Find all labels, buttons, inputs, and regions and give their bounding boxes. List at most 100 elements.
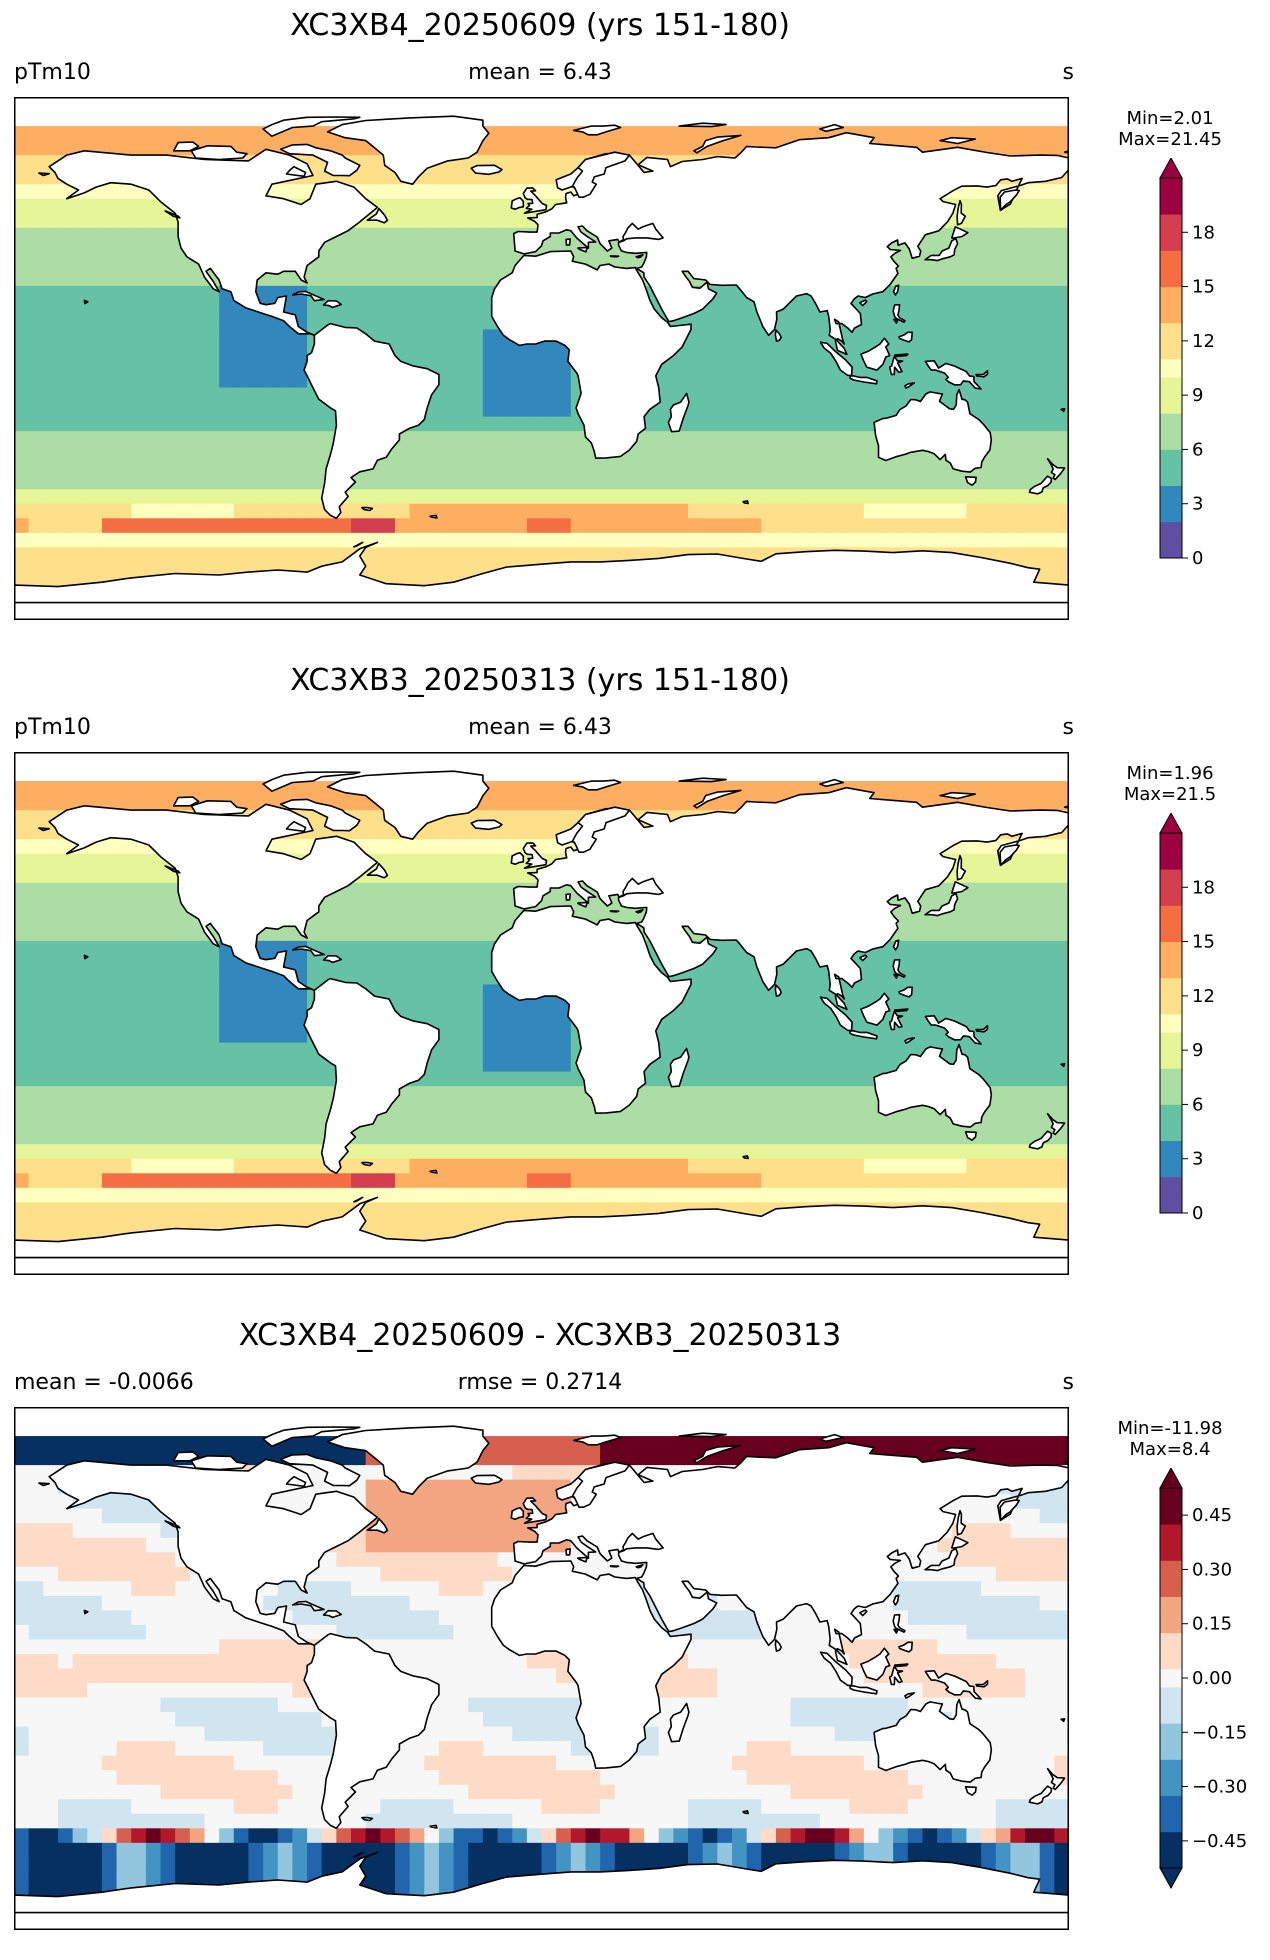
ocean-cell <box>424 941 439 956</box>
ocean-cell <box>190 402 205 417</box>
ocean-cell <box>835 1043 850 1058</box>
ocean-cell <box>556 417 571 432</box>
ocean-cell <box>43 475 58 490</box>
ocean-cell <box>410 213 425 228</box>
ocean-cell <box>512 126 527 141</box>
ocean-cell <box>512 1173 527 1188</box>
ocean-cell <box>776 970 791 985</box>
ocean-cell <box>1010 373 1025 388</box>
ocean-cell <box>410 941 425 956</box>
ocean-cell <box>351 1159 366 1174</box>
ocean-cell <box>879 1436 894 1451</box>
ocean-cell <box>468 1086 483 1101</box>
ocean-cell <box>542 999 557 1014</box>
ocean-cell <box>849 1101 864 1116</box>
ocean-cell <box>835 1115 850 1130</box>
ocean-cell <box>424 825 439 840</box>
ocean-cell <box>1054 1451 1069 1466</box>
ocean-cell <box>131 912 146 927</box>
ocean-cell <box>380 1115 395 1130</box>
ocean-cell <box>73 402 88 417</box>
ocean-cell <box>966 315 981 330</box>
ocean-cell <box>585 547 600 562</box>
ocean-cell <box>688 1144 703 1159</box>
ocean-cell <box>893 781 908 796</box>
ocean-cell <box>922 489 937 504</box>
ocean-cell <box>761 402 776 417</box>
ocean-cell <box>600 1173 615 1188</box>
ocean-cell <box>849 475 864 490</box>
ocean-cell <box>424 912 439 927</box>
ocean-cell <box>395 533 410 548</box>
ocean-cell <box>1010 970 1025 985</box>
ocean-cell <box>1025 547 1040 562</box>
ocean-cell <box>102 359 117 374</box>
ocean-cell <box>87 533 102 548</box>
ocean-cell <box>43 518 58 533</box>
ocean-cell <box>688 388 703 403</box>
ocean-cell <box>102 955 117 970</box>
ocean-cell <box>512 141 527 156</box>
ocean-cell <box>366 912 381 927</box>
ocean-cell <box>527 810 542 825</box>
ocean-cell <box>629 533 644 548</box>
ocean-cell <box>292 1436 307 1451</box>
ocean-cell <box>248 547 263 562</box>
ocean-cell <box>43 1057 58 1072</box>
colorbar-segment <box>1160 449 1182 468</box>
ocean-cell <box>1054 518 1069 533</box>
ocean-cell <box>1054 999 1069 1014</box>
ocean-cell <box>542 1086 557 1101</box>
ocean-cell <box>380 1173 395 1188</box>
ocean-cell <box>908 286 923 301</box>
ocean-cell <box>747 1115 762 1130</box>
ocean-cell <box>248 504 263 519</box>
ocean-cell <box>395 475 410 490</box>
ocean-cell <box>29 373 44 388</box>
ocean-cell <box>835 417 850 432</box>
ocean-cell <box>966 926 981 941</box>
ocean-cell <box>366 1144 381 1159</box>
ocean-cell <box>292 839 307 854</box>
ocean-cell <box>1010 533 1025 548</box>
ocean-cell <box>322 912 337 927</box>
ocean-cell <box>937 286 952 301</box>
ocean-cell <box>87 1436 102 1451</box>
colorbar-tick-label: 12 <box>1192 331 1215 352</box>
ocean-cell <box>644 1188 659 1203</box>
ocean-cell <box>43 460 58 475</box>
ocean-cell <box>483 344 498 359</box>
ocean-cell <box>424 999 439 1014</box>
ocean-cell <box>542 1101 557 1116</box>
ocean-cell <box>395 955 410 970</box>
ocean-cell <box>703 1188 718 1203</box>
ocean-cell <box>380 1202 395 1217</box>
ocean-cell <box>73 1144 88 1159</box>
ocean-cell <box>29 257 44 272</box>
ocean-cell <box>278 475 293 490</box>
ocean-cell <box>380 489 395 504</box>
ocean-cell <box>468 533 483 548</box>
ocean-cell <box>190 1043 205 1058</box>
ocean-cell <box>556 126 571 141</box>
ocean-cell <box>14 300 29 315</box>
ocean-cell <box>454 402 469 417</box>
ocean-cell <box>615 518 630 533</box>
ocean-cell <box>263 1072 278 1087</box>
ocean-cell <box>58 518 73 533</box>
ocean-cell <box>1040 199 1055 214</box>
ocean-cell <box>981 883 996 898</box>
ocean-cell <box>673 431 688 446</box>
ocean-cell <box>996 388 1011 403</box>
ocean-cell <box>146 228 161 243</box>
ocean-cell <box>131 854 146 869</box>
ocean-cell <box>922 344 937 359</box>
ocean-cell <box>922 1188 937 1203</box>
ocean-cell <box>893 489 908 504</box>
ocean-cell <box>1010 926 1025 941</box>
ocean-cell <box>820 1144 835 1159</box>
ocean-cell <box>58 199 73 214</box>
ocean-cell <box>1010 344 1025 359</box>
ocean-cell <box>131 1086 146 1101</box>
ocean-cell <box>292 504 307 519</box>
